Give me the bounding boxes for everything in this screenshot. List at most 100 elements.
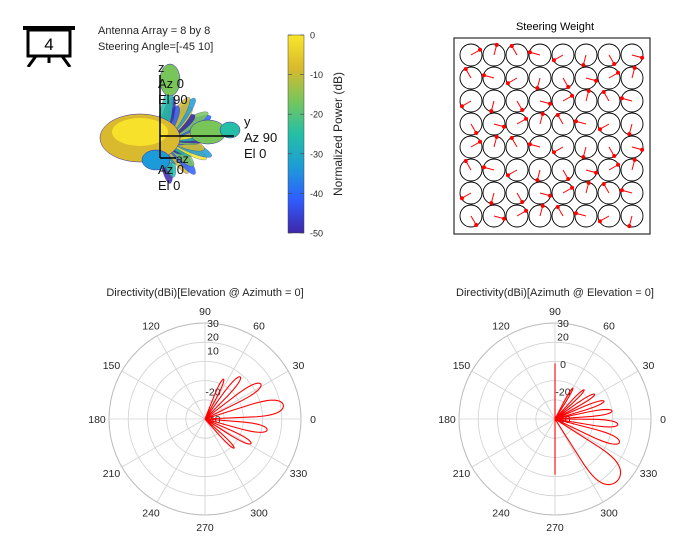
polar-title: Directivity(dBi)[Elevation @ Azimuth = 0… [106,287,304,299]
r-tick: 20 [207,332,219,344]
steering-element [551,112,575,136]
steering-element [528,89,553,113]
steering-element [574,88,598,113]
theta-tick: 180 [438,414,456,426]
theta-tick: 90 [199,306,211,318]
x-axis-az: Az 0 [158,162,185,177]
steering-element [551,204,575,228]
colorbar-label: Normalized Power (dB) [331,72,345,196]
r-tick: 0 [560,359,566,371]
r-tick: 20 [557,332,569,344]
steering-element [505,89,529,113]
theta-tick: 90 [549,306,561,318]
badge-number: 4 [44,35,53,54]
steering-element [597,112,621,136]
steering-weight-panel: Steering Weight [450,16,660,238]
theta-tick: 270 [196,522,214,534]
y-axis-az: Az 90 [244,130,278,145]
steering-element [574,135,598,160]
steering-element [620,65,644,90]
steering-element [620,43,645,67]
colorbar-tick: -20 [310,110,323,120]
steering-element [459,158,483,182]
theta-tick: 240 [492,508,510,520]
pattern-lobes [99,63,241,184]
theta-tick: 60 [253,320,265,332]
x-axis-label: az [176,152,189,166]
steering-element [597,135,621,159]
z-axis-az: Az 0 [158,76,185,91]
steering-element [620,157,644,182]
steering-element [528,111,552,136]
info-array-size: Antenna Array = 8 by 8 [98,25,211,37]
steering-element [597,181,621,205]
steering-element [459,181,483,205]
steering-element [481,158,506,182]
z-axis-el: El 90 [158,92,188,107]
steering-element [482,42,506,67]
steering-element [551,135,575,159]
polar-title: Directivity(dBi)[Azimuth @ Elevation = 0… [456,287,654,299]
steering-element [551,158,575,182]
colorbar-tick: -50 [310,229,323,239]
lower-lobe [141,149,171,171]
steering-element [528,181,553,205]
r-tick: 30 [207,318,219,330]
steering-element [459,135,483,159]
steering-element [620,112,644,137]
steering-element [597,66,621,90]
steering-element [597,158,621,182]
presentation-board-icon: 4 [22,25,76,68]
theta-tick: 60 [603,320,615,332]
theta-tick: 30 [643,360,655,372]
z-axis-label: z [158,60,165,75]
colorbar-tick: -40 [310,189,323,199]
steering-element [505,112,529,136]
steering-element [573,204,598,228]
steering-element [482,134,506,159]
steering-element [597,204,621,228]
steering-element [551,66,575,90]
steering-element [505,66,529,90]
polar-grid [108,322,302,516]
theta-tick: 120 [142,320,160,332]
steering-element [459,112,483,136]
steering-title: Steering Weight [516,21,594,33]
steering-element [459,89,483,113]
x-axis-el: El 0 [158,178,181,193]
steering-element [527,135,552,159]
steering-element [528,203,552,228]
steering-element [573,112,598,136]
theta-tick: 180 [88,414,106,426]
theta-tick: 300 [600,508,618,520]
colorbar-gradient [287,34,305,234]
steering-element [505,43,529,67]
polar-elevation-chart: Directivity(dBi)[Elevation @ Azimuth = 0… [80,282,330,546]
steering-element [574,66,599,90]
steering-element [619,181,644,205]
theta-tick: 120 [492,320,510,332]
steering-element [597,89,621,113]
steering-element [619,89,644,113]
steering-element [505,204,529,228]
steering-element [620,135,645,159]
info-steering-angle: Steering Angle=[-45 10] [98,41,214,53]
colorbar-tick: 0 [310,31,315,41]
steering-element [505,135,529,159]
r-tick: -20 [205,387,220,399]
theta-tick: 330 [290,468,308,480]
side-lobe [219,121,241,139]
steering-element [528,66,552,91]
steering-element [574,180,598,205]
theta-tick: 210 [103,468,121,480]
colorbar-tick: -10 [310,70,323,80]
steering-element [481,66,506,90]
radiation-pattern-3d [82,50,322,250]
steering-element [551,181,575,205]
colorbar: 0 -10 -20 -30 -40 -50 Normalized Power (dB) [240,25,360,245]
theta-tick: 150 [103,360,121,372]
y-axis-el: El 0 [244,146,267,161]
steering-frame [453,37,651,235]
steering-element [551,89,575,113]
steering-element [482,112,507,136]
